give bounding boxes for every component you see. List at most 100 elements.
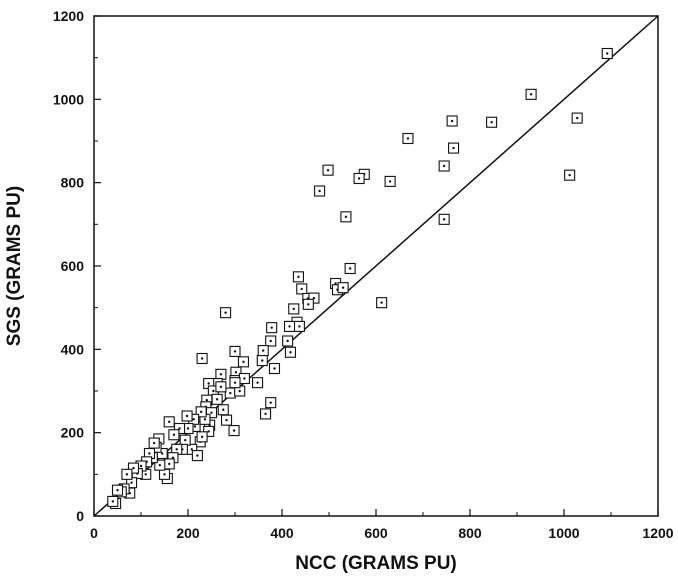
y-tick-label: 1000 [53,91,84,107]
data-point [438,160,450,172]
data-point-dot [442,164,446,168]
data-point-dot [273,367,276,370]
x-tick-label: 1200 [642,525,673,541]
data-point [384,175,396,187]
data-point-dot [229,391,232,395]
data-point-dot [144,473,147,476]
data-point-dot [178,427,181,430]
data-point-dot [219,385,223,389]
data-point [353,172,365,185]
data-point-dot [380,301,383,304]
data-point-dot [450,119,454,123]
data-point-dot [568,173,571,177]
data-point-dot [575,116,579,120]
data-point-dot [262,349,265,352]
data-point [111,484,124,496]
data-point-dot [307,303,310,306]
data-point-dot [190,448,193,451]
data-point-dot [300,287,303,291]
data-point [154,459,166,471]
data-point [337,282,349,294]
data-point-dot [225,418,228,422]
data-point [601,47,613,60]
data-point-dot [529,93,533,96]
data-point-dot [168,420,171,424]
data-point-dot [242,360,245,364]
data-point [308,292,320,304]
data-point [163,416,175,428]
data-point [179,434,191,446]
data-point-dot [205,398,208,402]
data-point-dot [452,146,455,150]
data-point [438,213,450,225]
data-point [217,404,229,416]
data-point [259,408,272,420]
data-point [525,88,537,100]
data-point-dot [185,414,189,418]
data-point-dot [233,381,237,384]
data-point-dot [116,488,119,492]
data-point-dot [357,177,361,180]
data-point-dot [132,466,135,470]
data-point-dot [490,121,493,124]
data-point-dot [270,326,273,329]
data-point [288,303,300,315]
data-point-dot [348,267,352,270]
data-point-dot [200,435,204,439]
data-point-dot [158,463,161,467]
data-point [215,381,227,393]
data-point [163,458,175,470]
data-point-dot [269,339,272,343]
data-point [302,298,314,310]
x-axis-title: NCC (GRAMS PU) [295,553,457,574]
data-point [215,368,227,380]
data-point [486,116,498,128]
x-tick-label: 1000 [548,525,579,541]
y-tick-label: 1200 [53,8,84,24]
data-point-dot [292,307,295,311]
data-point [268,362,281,375]
data-point-dot [175,448,178,451]
data-point [173,422,186,435]
data-point [238,372,250,385]
data-point [127,462,140,474]
data-point-dot [341,286,345,289]
data-point [148,437,160,449]
data-point-dot [148,452,151,455]
y-tick-label: 400 [61,341,85,357]
data-point [376,297,388,309]
data-point-dot [192,418,195,421]
x-tick-label: 600 [364,525,388,541]
data-point-dot [163,473,166,476]
data-point-dot [288,325,291,328]
data-point [564,169,576,181]
data-point-dot [125,473,129,476]
data-point [211,393,223,405]
y-tick-label: 0 [76,508,84,524]
data-point [257,345,269,357]
data-point-dot [344,215,348,219]
data-point-dot [168,462,171,466]
data-point [191,450,203,462]
data-point-dot [222,408,225,411]
data-point [446,115,458,127]
data-point [158,468,171,480]
y-tick-label: 800 [61,175,85,191]
data-point [266,322,278,334]
data-point [292,271,305,283]
data-point-dot [207,430,210,433]
data-point [237,356,250,368]
data-point [196,431,208,443]
data-point [256,355,268,367]
data-point-dot [234,371,238,374]
data-point-dot [196,454,199,457]
x-tick-label: 200 [176,525,200,541]
data-point [447,142,460,154]
data-points [107,47,613,510]
data-point-dot [326,168,330,172]
data-point-dot [183,438,187,442]
data-point [344,262,356,275]
x-tick-label: 800 [458,525,482,541]
data-point-dot [232,429,236,432]
data-point [283,320,296,332]
